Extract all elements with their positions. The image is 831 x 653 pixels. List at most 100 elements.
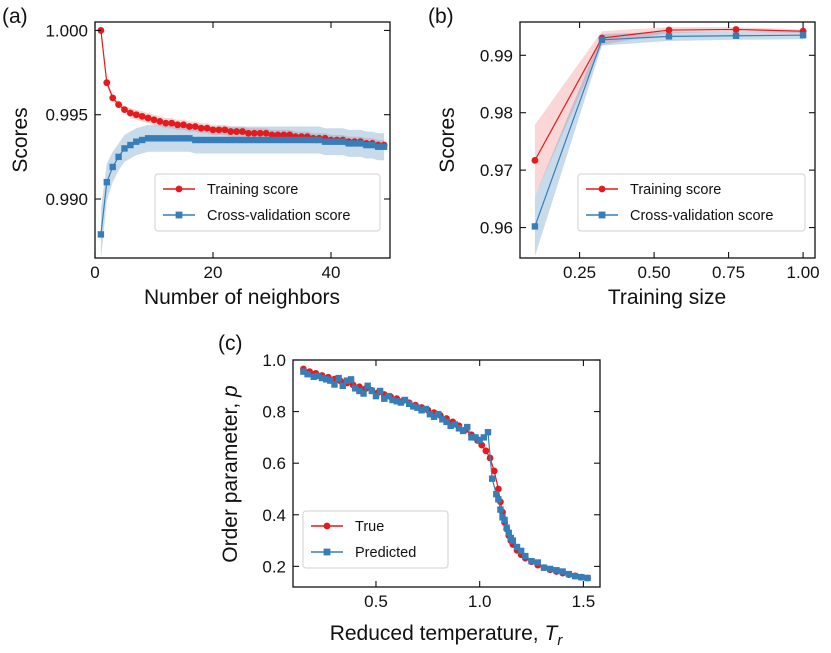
data-point (381, 395, 388, 402)
data-point (522, 552, 529, 560)
legend-box (577, 173, 806, 232)
legend-label: Predicted (355, 545, 416, 561)
data-point (418, 407, 425, 414)
data-point (138, 113, 146, 120)
legend-label: Training score (630, 182, 721, 198)
plot-frame (94, 21, 391, 259)
x-axis-label: Number of neighbors (144, 286, 340, 309)
data-point (343, 377, 351, 384)
y-tick-label: 0.995 (45, 106, 88, 125)
data-point (331, 381, 338, 388)
data-point (369, 141, 376, 149)
data-point (133, 138, 140, 145)
data-point (565, 570, 573, 578)
legend: Training score Cross-validation score (577, 173, 806, 232)
data-point (352, 385, 359, 392)
data-point (335, 374, 342, 382)
y-axis-symbol: p (219, 385, 242, 398)
data-point (103, 178, 110, 186)
data-point (414, 404, 421, 411)
data-point (227, 136, 234, 144)
x-tick-label: 0.50 (638, 263, 671, 282)
data-point (401, 396, 409, 404)
data-point (488, 475, 496, 482)
data-point (268, 136, 276, 144)
data-point (517, 547, 525, 555)
data-point (513, 543, 521, 551)
data-point (484, 429, 492, 436)
data-point (540, 564, 548, 571)
data-point (430, 413, 438, 420)
x-tick-label: 0.75 (712, 263, 745, 282)
data-point (435, 410, 442, 418)
data-point (245, 129, 252, 137)
data-point (598, 36, 606, 44)
data-point (156, 118, 164, 125)
data-point (192, 136, 199, 144)
data-point (447, 422, 454, 429)
data-point (345, 140, 352, 147)
x-tick-label: 40 (322, 263, 341, 282)
data-point (547, 565, 554, 573)
legend-label: True (355, 519, 384, 535)
data-point (389, 396, 396, 404)
data-point (209, 136, 217, 144)
data-point (268, 131, 276, 139)
y-tick-label: 0.2 (262, 557, 286, 576)
data-point (372, 392, 380, 400)
panel-label: (c) (218, 332, 243, 355)
data-point (233, 136, 240, 144)
data-point (327, 138, 335, 145)
legend-marker (323, 548, 331, 556)
data-point (203, 124, 211, 132)
legend: Training score Cross-validation score (154, 173, 381, 232)
data-point (197, 124, 205, 132)
data-point (363, 141, 370, 149)
data-point (203, 136, 211, 144)
data-point (221, 126, 229, 134)
data-point (732, 32, 740, 39)
data-point (531, 223, 539, 230)
data-point (103, 79, 111, 87)
data-point (347, 376, 355, 383)
legend: True Predicted (302, 510, 449, 569)
x-axis-symbol: T (544, 622, 559, 645)
y-tick-label: 0.6 (262, 454, 286, 473)
data-point (528, 558, 535, 565)
data-point (385, 392, 392, 400)
data-point (127, 141, 134, 149)
data-point (443, 418, 450, 426)
data-point (571, 572, 579, 580)
data-point (292, 136, 299, 144)
data-point (339, 138, 346, 145)
data-point (375, 143, 382, 150)
x-axis-label: Reduced temperature, Tr (330, 622, 564, 649)
x-tick-label: 1.0 (468, 592, 492, 611)
data-point (478, 441, 486, 449)
legend-marker (598, 185, 606, 193)
band-a-1 (100, 124, 385, 260)
data-point (280, 131, 288, 139)
legend-box (154, 173, 381, 232)
data-point (455, 425, 463, 432)
data-point (464, 423, 471, 431)
data-point (584, 574, 591, 582)
x-tick-label: 0.5 (364, 592, 388, 611)
data-point (115, 153, 122, 161)
data-point (397, 399, 405, 406)
y-tick-label: 1.000 (45, 21, 88, 40)
y-axis-label: Scores (9, 107, 32, 172)
data-point (198, 136, 205, 144)
data-point (322, 376, 330, 383)
data-point (233, 128, 241, 135)
data-point (310, 136, 317, 144)
data-point (162, 119, 170, 127)
data-point (109, 94, 117, 102)
data-point (168, 119, 176, 127)
y-tick-label: 0.8 (262, 403, 286, 422)
data-point (490, 467, 498, 475)
data-point (360, 390, 367, 397)
legend-marker (175, 211, 183, 219)
data-point (144, 114, 152, 122)
